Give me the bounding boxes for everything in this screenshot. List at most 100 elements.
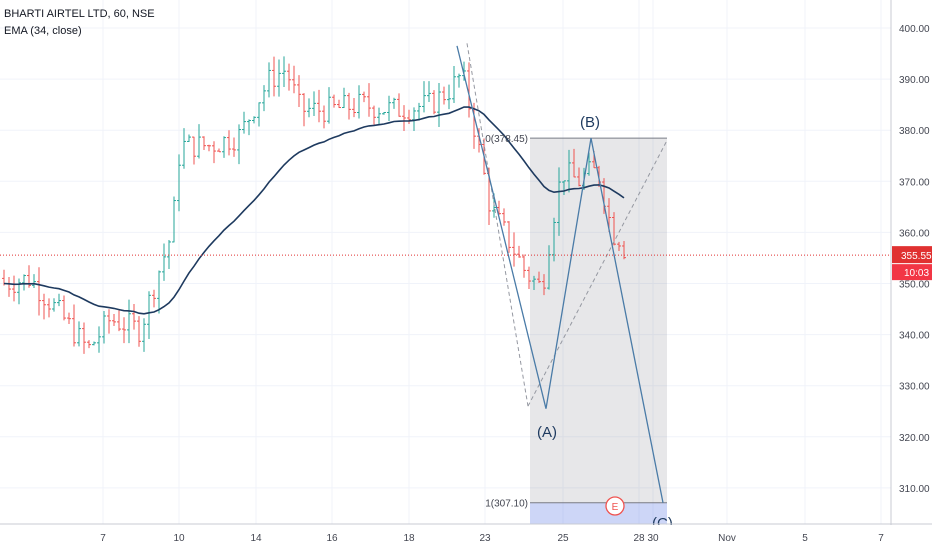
ohlc-bar bbox=[197, 124, 201, 159]
trend-line-dashed bbox=[527, 140, 668, 407]
ohlc-bar bbox=[542, 274, 546, 296]
last-price-label: 355.55 bbox=[901, 251, 932, 262]
ohlc-bar bbox=[42, 293, 46, 320]
ohlc-bar bbox=[377, 107, 381, 126]
ohlc-bar bbox=[357, 85, 361, 119]
price-tick-label: 330.00 bbox=[899, 382, 930, 393]
earnings-marker-icon: E bbox=[605, 496, 625, 516]
ohlc-bar bbox=[497, 200, 501, 215]
fib-label-top: 0(378.45) bbox=[485, 134, 528, 145]
chart-legend: BHARTI AIRTEL LTD, 60, NSE EMA (34, clos… bbox=[4, 6, 155, 40]
ohlc-bar bbox=[82, 322, 86, 354]
ohlc-bar bbox=[222, 136, 226, 158]
ohlc-bar bbox=[532, 275, 536, 291]
ohlc-bar bbox=[362, 91, 366, 103]
ohlc-bar bbox=[112, 314, 116, 326]
time-tick-label: 18 bbox=[403, 533, 415, 544]
ohlc-bar bbox=[467, 62, 471, 118]
ohlc-bar bbox=[102, 311, 106, 344]
elliott-wave-projection bbox=[456, 45, 664, 503]
ohlc-bar bbox=[567, 149, 571, 193]
ohlc-bar bbox=[287, 63, 291, 91]
ohlc-bar bbox=[382, 111, 386, 115]
ohlc-bar bbox=[57, 293, 61, 307]
ohlc-bar bbox=[37, 267, 41, 316]
marker-label: E bbox=[612, 502, 619, 513]
price-tick-label: 350.00 bbox=[899, 280, 930, 291]
ohlc-bar bbox=[242, 111, 246, 134]
price-tick-label: 320.00 bbox=[899, 433, 930, 444]
ohlc-bar bbox=[67, 312, 71, 325]
ohlc-bar bbox=[327, 87, 331, 124]
last-price-badge bbox=[892, 246, 932, 264]
ohlc-bar bbox=[162, 243, 166, 281]
ohlc-bar bbox=[392, 97, 396, 109]
time-tick-label: 25 bbox=[557, 533, 569, 544]
ohlc-bar bbox=[127, 299, 131, 344]
ohlc-bar bbox=[177, 154, 181, 212]
ohlc-bar bbox=[557, 167, 561, 236]
ohlc-bar bbox=[192, 136, 196, 165]
time-tick-label: 30 bbox=[647, 533, 659, 544]
price-tick-label: 400.00 bbox=[899, 24, 930, 35]
ohlc-bar bbox=[317, 89, 321, 123]
indicator-legend: EMA (34, close) bbox=[4, 25, 82, 37]
ohlc-bar bbox=[132, 303, 136, 330]
ohlc-bar bbox=[252, 116, 256, 124]
ohlc-bar bbox=[147, 291, 151, 339]
ohlc-bar bbox=[442, 86, 446, 105]
ohlc-bar bbox=[307, 98, 311, 118]
ohlc-bar bbox=[32, 274, 36, 289]
ohlc-bar bbox=[367, 83, 371, 117]
time-tick-label: 5 bbox=[802, 533, 808, 544]
ohlc-bar bbox=[17, 278, 21, 305]
fib-label-bottom: 1(307.10) bbox=[485, 499, 528, 510]
price-tick-label: 370.00 bbox=[899, 177, 930, 188]
price-axis: 400.00 390.00 380.00 370.00 360.00 350.00 340.… bbox=[899, 24, 930, 495]
ohlc-bar bbox=[387, 95, 391, 121]
time-tick-label: 23 bbox=[479, 533, 491, 544]
countdown-label: 10:03 bbox=[904, 268, 929, 279]
ohlc-bar bbox=[342, 87, 346, 109]
ohlc-bar bbox=[587, 152, 591, 176]
ohlc-bar bbox=[217, 148, 221, 153]
ohlc-bar bbox=[612, 212, 616, 246]
ohlc-bar bbox=[97, 326, 101, 353]
grid bbox=[0, 0, 891, 524]
time-tick-label: 7 bbox=[100, 533, 106, 544]
ohlc-bar bbox=[457, 73, 461, 88]
ohlc-bar bbox=[537, 271, 541, 284]
ohlc-bar bbox=[247, 119, 251, 136]
ohlc-bar bbox=[452, 65, 456, 104]
time-tick-label: 10 bbox=[173, 533, 185, 544]
ohlc-bar bbox=[332, 94, 336, 108]
time-axis: 7 10 14 16 18 23 25 28 30 Nov 5 7 bbox=[100, 533, 884, 544]
ohlc-bar bbox=[157, 270, 161, 314]
ohlc-bar bbox=[232, 137, 236, 157]
ohlc-bar bbox=[107, 309, 111, 334]
ohlc-bar bbox=[502, 208, 506, 226]
ohlc-bar bbox=[617, 241, 621, 252]
ohlc-bar bbox=[427, 81, 431, 102]
ohlc-bar bbox=[227, 130, 231, 156]
ohlc-bar bbox=[117, 310, 121, 332]
ohlc-bar bbox=[352, 98, 356, 118]
ohlc-bar bbox=[562, 180, 566, 195]
fib-zone bbox=[530, 138, 667, 503]
ohlc-bar bbox=[512, 232, 516, 267]
ohlc-bar bbox=[312, 91, 316, 117]
time-tick-label: 14 bbox=[250, 533, 262, 544]
ohlc-bar bbox=[137, 316, 141, 347]
ohlc-bar bbox=[262, 85, 266, 112]
ohlc-bar bbox=[172, 196, 176, 243]
price-tick-label: 360.00 bbox=[899, 228, 930, 239]
ohlc-bar bbox=[372, 105, 376, 125]
time-tick-label: 16 bbox=[326, 533, 338, 544]
ohlc-bar bbox=[432, 90, 436, 115]
ohlc-bar bbox=[447, 84, 451, 110]
ohlc-bar bbox=[337, 99, 341, 109]
ohlc-bar bbox=[622, 240, 626, 260]
ohlc-bar bbox=[257, 102, 261, 127]
